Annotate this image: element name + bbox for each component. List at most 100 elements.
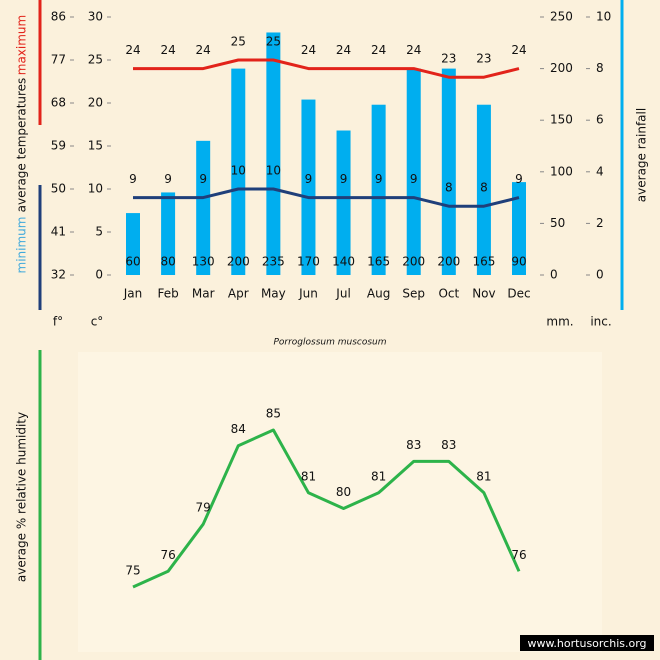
x-tick-label: Feb (157, 287, 178, 301)
tick-label: 50 (550, 216, 565, 230)
bar (231, 68, 246, 275)
x-tick-label: Nov (472, 287, 495, 301)
tick-label: 200 (550, 61, 573, 75)
tick-label: 250 (550, 10, 573, 24)
unit-label: inc. (590, 315, 611, 329)
tick-label: 0 (596, 268, 604, 282)
tick-label: 30 (88, 10, 103, 24)
data-label: 25 (231, 35, 246, 49)
humidity-label: average % relative humidity (15, 412, 29, 582)
data-label: 9 (199, 172, 207, 186)
data-label: 24 (511, 43, 526, 57)
bar (196, 140, 211, 275)
data-label: 165 (472, 255, 495, 269)
data-label: 24 (125, 43, 140, 57)
tick-label: 32 (51, 268, 66, 282)
data-label: 9 (164, 172, 172, 186)
data-label: 24 (336, 43, 351, 57)
data-label: 80 (336, 485, 351, 499)
humidity-panel (78, 352, 602, 652)
data-label: 9 (410, 172, 418, 186)
watermark-bg (520, 635, 654, 651)
data-label: 8 (480, 181, 488, 195)
bar (126, 213, 140, 275)
data-label: 76 (511, 548, 526, 562)
tick-label: 0 (95, 268, 103, 282)
unit-label: c° (91, 315, 104, 329)
data-label: 170 (297, 255, 320, 269)
tick-label: 15 (88, 139, 103, 153)
data-label: 75 (125, 564, 140, 578)
tick-label: 0 (550, 268, 558, 282)
data-label: 9 (129, 172, 137, 186)
tick-label: 77 (51, 53, 66, 67)
unit-label: mm. (546, 315, 573, 329)
data-label: 24 (160, 43, 175, 57)
x-tick-label: Jan (123, 287, 143, 301)
data-label: 83 (441, 438, 456, 452)
watermark: www.hortusorchis.org (527, 637, 646, 650)
bar (371, 104, 386, 275)
x-tick-label: Apr (228, 287, 249, 301)
bar (406, 68, 421, 275)
data-label: 24 (301, 43, 316, 57)
data-label: 81 (371, 469, 386, 483)
rain-label: average rainfall (635, 108, 649, 202)
bar (161, 192, 176, 275)
tick-label: 8 (596, 61, 604, 75)
x-tick-label: Mar (192, 287, 215, 301)
tick-label: 100 (550, 164, 573, 178)
data-label: 9 (305, 172, 313, 186)
data-label: 10 (266, 164, 281, 178)
data-label: 8 (445, 181, 453, 195)
data-label: 83 (406, 438, 421, 452)
subtitle: Porroglossum muscosum (273, 338, 386, 348)
data-label: 10 (231, 164, 246, 178)
bar (441, 68, 456, 275)
data-label: 60 (125, 255, 140, 269)
data-label: 84 (231, 422, 246, 436)
data-label: 81 (476, 469, 491, 483)
tick-label: 20 (88, 96, 103, 110)
data-label: 81 (301, 469, 316, 483)
unit-label: f° (53, 315, 63, 329)
data-label: 9 (515, 172, 523, 186)
data-label: 200 (437, 255, 460, 269)
x-tick-label: Sep (402, 287, 425, 301)
min-label: minimum (15, 217, 29, 274)
data-label: 235 (262, 255, 285, 269)
max-label: maximum (15, 15, 29, 75)
data-label: 140 (332, 255, 355, 269)
tick-label: 2 (596, 216, 604, 230)
x-tick-label: May (261, 287, 286, 301)
bar (512, 182, 526, 275)
tick-label: 6 (596, 113, 604, 127)
data-label: 23 (441, 52, 456, 66)
bar (336, 130, 351, 275)
data-label: 79 (196, 501, 211, 515)
data-label: 130 (192, 255, 215, 269)
x-tick-label: Aug (367, 287, 390, 301)
x-tick-label: Jul (335, 287, 350, 301)
line (132, 428, 521, 589)
data-label: 90 (511, 255, 526, 269)
data-label: 24 (406, 43, 421, 57)
tick-label: 68 (51, 96, 66, 110)
tick-label: 59 (51, 139, 66, 153)
temp-label: average temperatures (15, 78, 29, 213)
tick-label: 10 (596, 10, 611, 24)
x-tick-label: Dec (507, 287, 530, 301)
tick-label: 25 (88, 53, 103, 67)
data-label: 25 (266, 35, 281, 49)
data-label: 23 (476, 52, 491, 66)
bar (476, 104, 491, 275)
data-label: 85 (266, 407, 281, 421)
tick-label: 50 (51, 182, 66, 196)
data-label: 80 (160, 255, 175, 269)
data-label: 76 (160, 548, 175, 562)
x-tick-label: Jun (298, 287, 318, 301)
tick-label: 10 (88, 182, 103, 196)
tick-label: 86 (51, 10, 66, 24)
data-label: 9 (340, 172, 348, 186)
tick-label: 41 (51, 225, 66, 239)
